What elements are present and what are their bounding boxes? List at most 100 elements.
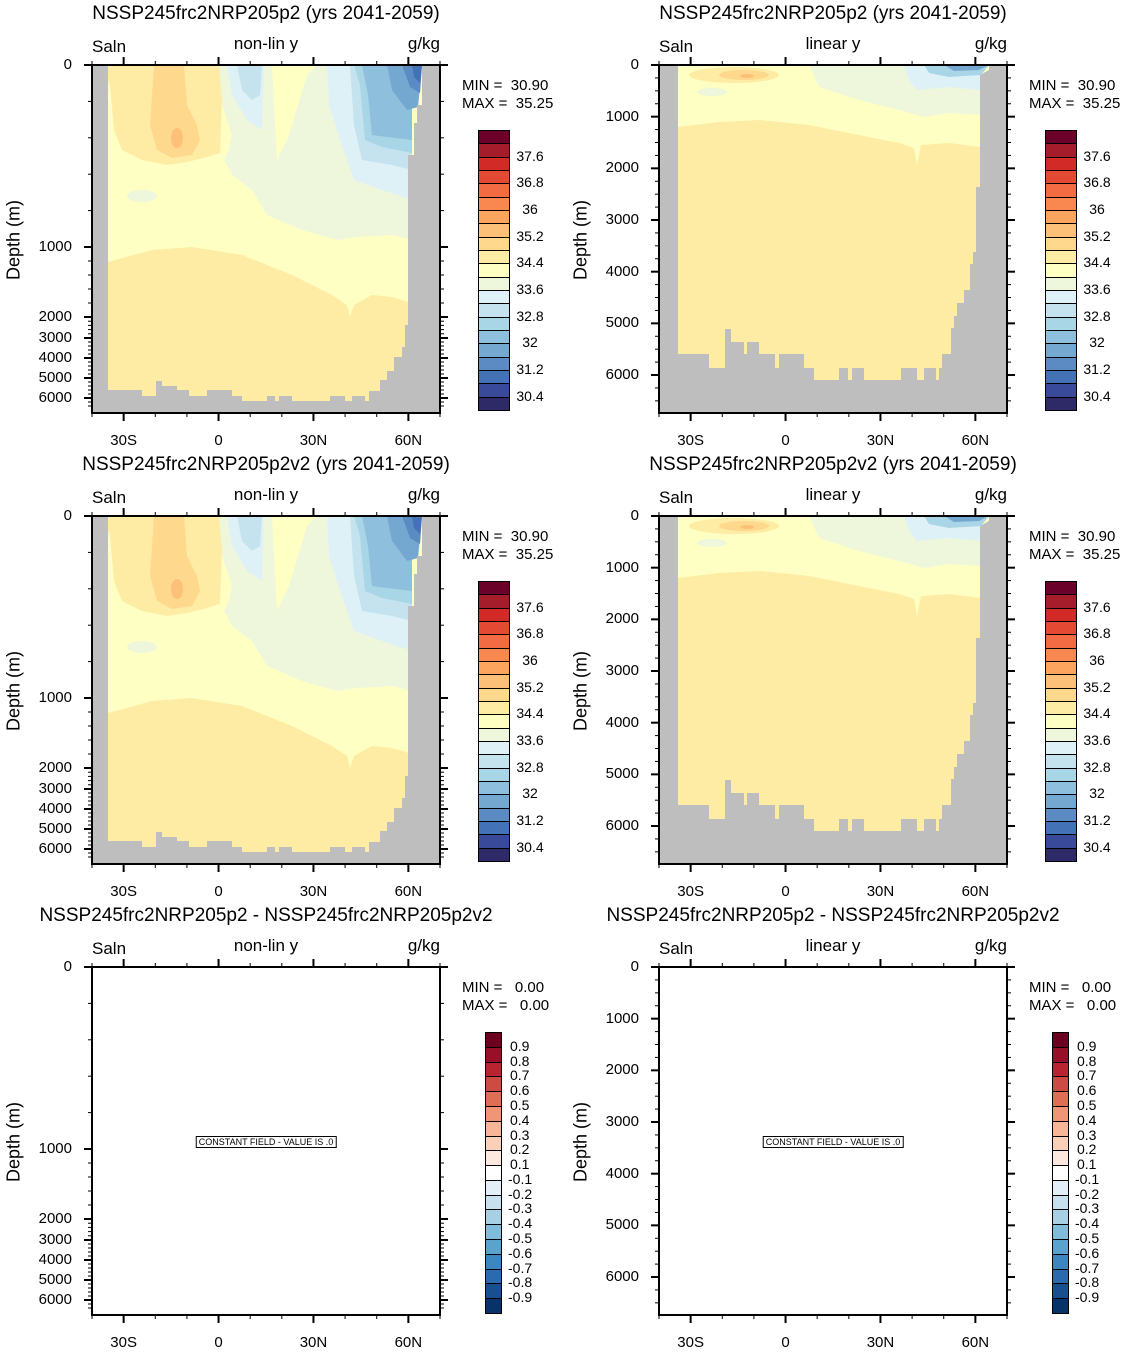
colorbar-label: 0.3 xyxy=(510,1126,530,1143)
colorbar-label: 36 xyxy=(522,652,538,668)
y-tick-label: 2000 xyxy=(38,759,72,776)
y-tick-label: 6000 xyxy=(605,366,639,384)
colorbar-box xyxy=(478,741,510,756)
colorbar-box xyxy=(1052,1150,1069,1167)
y-tick-label: 1000 xyxy=(38,689,72,706)
colorbar-box xyxy=(478,674,510,689)
colorbar-box xyxy=(478,290,510,305)
colorbar-label: 0.1 xyxy=(510,1156,530,1173)
colorbar-label: 31.2 xyxy=(1083,812,1111,828)
colorbar-label: 32.8 xyxy=(1083,307,1111,324)
colorbar-label: 0.7 xyxy=(1077,1067,1097,1084)
y-tick-label: 5000 xyxy=(38,820,72,837)
y-tick-label: 6000 xyxy=(38,1291,72,1308)
axis-ticks xyxy=(84,508,448,872)
colorbar-box xyxy=(1045,701,1077,716)
colorbar-box xyxy=(1045,343,1077,358)
colorbar-box xyxy=(478,276,510,291)
units-label: g/kg xyxy=(407,34,440,53)
colorbar-label: 0.8 xyxy=(510,1052,530,1069)
colorbar-box xyxy=(1052,1076,1069,1093)
colorbar-label: 0.8 xyxy=(1077,1052,1097,1069)
colorbar-label: 36.8 xyxy=(1083,174,1111,191)
colorbar-box xyxy=(1045,714,1077,729)
colorbar-box xyxy=(1045,263,1077,278)
colorbar-label: -0.4 xyxy=(1075,1215,1100,1232)
colorbar-box xyxy=(1045,330,1077,345)
colorbar-box xyxy=(1052,1120,1069,1137)
colorbar-box xyxy=(478,236,510,251)
colorbar-label: 35.2 xyxy=(1083,678,1111,695)
colorbar-label: 0.3 xyxy=(1077,1126,1097,1143)
colorbar-box xyxy=(485,1105,502,1122)
min-value: MIN = 30.90 xyxy=(1029,528,1116,545)
colorbar-box xyxy=(478,621,510,636)
colorbar-box xyxy=(1045,210,1077,225)
colorbar-box xyxy=(478,223,510,238)
y-tick-label: 3000 xyxy=(38,1231,72,1248)
axis-ticks xyxy=(651,959,1015,1323)
plot-border xyxy=(91,515,441,865)
plot-area: CONSTANT FIELD - VALUE IS .0 xyxy=(91,966,441,1316)
y-tick-label: 3000 xyxy=(38,780,72,797)
axis-ticks xyxy=(84,959,448,1323)
colorbar-box xyxy=(478,794,510,809)
x-tick-label: 0 xyxy=(781,883,790,900)
plot-area xyxy=(91,64,441,414)
colorbar-box xyxy=(478,143,510,158)
constant-field-note: CONSTANT FIELD - VALUE IS .0 xyxy=(762,1136,904,1148)
x-tick-label: 60N xyxy=(394,1334,423,1351)
colorbar-label: -0.2 xyxy=(508,1185,533,1202)
colorbar-label: 34.4 xyxy=(516,705,544,722)
colorbar-box xyxy=(478,847,510,862)
colorbar-box xyxy=(1045,170,1077,185)
colorbar-box xyxy=(1052,1032,1069,1048)
y-tick-label: 6000 xyxy=(605,1268,639,1286)
colorbar-box xyxy=(1045,687,1077,702)
y-scale-label: non-lin y xyxy=(233,34,299,53)
max-value: MAX = 35.25 xyxy=(1029,546,1121,563)
colorbar-label: 35.2 xyxy=(1083,227,1111,244)
y-tick-label: 0 xyxy=(63,56,72,73)
colorbar-label: 30.4 xyxy=(516,838,544,855)
x-tick-label: 30S xyxy=(677,1334,704,1351)
colorbar-box xyxy=(1045,594,1077,609)
colorbar-box xyxy=(478,316,510,331)
colorbar-box xyxy=(478,196,510,211)
plot-title: NSSP245frc2NRP205p2 - NSSP245frc2NRP205p… xyxy=(606,905,1060,926)
colorbar-box xyxy=(485,1268,502,1285)
colorbar-box xyxy=(1045,316,1077,331)
y-tick-label: 4000 xyxy=(605,262,639,280)
colorbar-box xyxy=(1045,143,1077,158)
colorbar-label: 33.6 xyxy=(516,732,544,748)
colorbar-box xyxy=(478,661,510,676)
min-value: MIN = 0.00 xyxy=(1029,979,1112,996)
colorbar-box xyxy=(478,647,510,662)
colorbar-box xyxy=(485,1179,502,1196)
y-tick-label: 2000 xyxy=(605,159,639,177)
colorbar-box xyxy=(478,330,510,345)
max-value: MAX = 35.25 xyxy=(462,546,554,563)
x-tick-label: 0 xyxy=(781,1334,790,1351)
colorbar-box xyxy=(485,1194,502,1211)
colorbar-box xyxy=(1052,1135,1069,1152)
max-value: MAX = 35.25 xyxy=(1029,95,1121,112)
y-tick-label: 0 xyxy=(630,56,639,73)
y-tick-label: 4000 xyxy=(605,1164,639,1182)
colorbar-box xyxy=(1052,1283,1069,1300)
colorbar-box xyxy=(1045,674,1077,689)
colorbar-box xyxy=(1045,847,1077,862)
colorbar-box xyxy=(1045,223,1077,238)
colorbar-box xyxy=(1052,1253,1069,1270)
x-tick-label: 0 xyxy=(214,432,223,449)
plot-border xyxy=(658,64,1008,414)
constant-field-note: CONSTANT FIELD - VALUE IS .0 xyxy=(195,1136,337,1148)
colorbar-box xyxy=(485,1150,502,1167)
x-tick-label: 60N xyxy=(961,432,990,449)
y-tick-label: 4000 xyxy=(605,713,639,731)
colorbar-label: 37.6 xyxy=(516,598,544,615)
units-label: g/kg xyxy=(974,936,1007,955)
colorbar-box xyxy=(478,183,510,198)
y-scale-label: linear y xyxy=(805,936,861,955)
colorbar-label: 32.8 xyxy=(516,307,544,324)
